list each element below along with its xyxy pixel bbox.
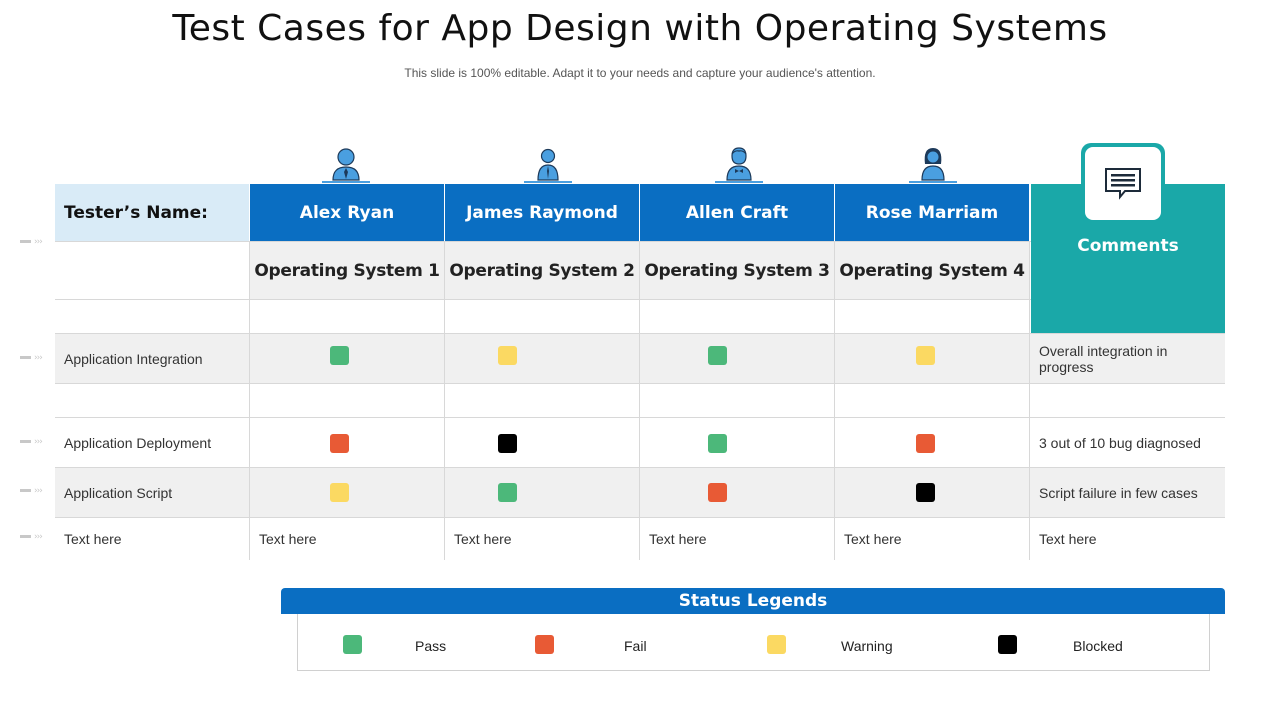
grid-line — [1029, 242, 1030, 560]
comment-integration: Overall integration in progress — [1039, 343, 1168, 375]
os-label: Operating System 2 — [449, 260, 635, 281]
status-legend-title: Status Legends — [281, 588, 1225, 614]
row-arrow-marker: ››› — [20, 532, 43, 542]
legend-label-fail: Fail — [624, 638, 647, 654]
os-row-bg — [250, 242, 1030, 299]
row-label-text: Text here — [64, 531, 122, 547]
comments-label: Comments — [1077, 236, 1179, 256]
status-blocked — [498, 434, 517, 453]
page-title: Test Cases for App Design with Operating… — [172, 8, 1108, 49]
row-label-script: Application Script — [64, 485, 173, 501]
comment-deployment: 3 out of 10 bug diagnosed — [1039, 435, 1201, 451]
legend-label-blocked: Blocked — [1073, 638, 1123, 654]
legend-swatch-blocked — [998, 635, 1017, 654]
status-fail — [330, 434, 349, 453]
os-label: Operating System 1 — [254, 260, 440, 281]
os-label: Operating System 4 — [839, 260, 1025, 281]
row-bg-integration — [55, 334, 1225, 383]
status-fail — [916, 434, 935, 453]
text-cell: Text here — [844, 531, 902, 547]
tester-name-label: Tester’s Name: — [55, 184, 249, 241]
page-subtitle: This slide is 100% editable. Adapt it to… — [404, 66, 876, 80]
grid-line — [55, 299, 1225, 300]
row-arrow-marker: ››› — [20, 237, 43, 247]
grid-line — [55, 241, 1225, 242]
text-cell-comment: Text here — [1039, 531, 1097, 547]
status-fail — [708, 483, 727, 502]
legend-swatch-pass — [343, 635, 362, 654]
grid-line — [249, 242, 250, 560]
os-label: Operating System 3 — [644, 260, 830, 281]
comment-script: Script failure in few cases — [1039, 485, 1198, 501]
tester-james-raymond: James Raymond — [445, 184, 639, 241]
status-blocked — [916, 483, 935, 502]
status-pass — [498, 483, 517, 502]
tester-alex-ryan: Alex Ryan — [250, 184, 444, 241]
grid-line — [55, 333, 1225, 334]
row-arrow-marker: ››› — [20, 437, 43, 447]
grid-line — [55, 517, 1225, 518]
text-cell: Text here — [259, 531, 317, 547]
status-pass — [708, 346, 727, 365]
legend-label-warning: Warning — [841, 638, 893, 654]
tester-rose-marriam: Rose Marriam — [835, 184, 1029, 241]
legend-swatch-fail — [535, 635, 554, 654]
female-user-icon — [908, 146, 958, 184]
grid-line — [55, 417, 1225, 418]
row-arrow-marker: ››› — [20, 486, 43, 496]
status-warning — [916, 346, 935, 365]
male-user-tie-icon — [523, 146, 573, 184]
chat-bubble-icon — [1105, 167, 1141, 200]
status-pass — [708, 434, 727, 453]
row-label-deployment: Application Deployment — [64, 435, 212, 451]
status-pass — [330, 346, 349, 365]
grid-line — [55, 383, 1225, 384]
text-cell: Text here — [649, 531, 707, 547]
tester-allen-craft: Allen Craft — [640, 184, 834, 241]
legend-swatch-warning — [767, 635, 786, 654]
male-user-bowtie-icon — [714, 146, 764, 184]
text-cell: Text here — [454, 531, 512, 547]
status-warning — [498, 346, 517, 365]
grid-line — [55, 467, 1225, 468]
status-warning — [330, 483, 349, 502]
comment-icon-frame — [1081, 143, 1165, 224]
legend-label-pass: Pass — [415, 638, 447, 654]
male-user-icon — [321, 146, 371, 184]
grid-line — [834, 242, 835, 560]
row-label-integration: Application Integration — [64, 351, 203, 367]
grid-line — [639, 242, 640, 560]
row-bg-script — [55, 468, 1225, 517]
grid-line — [444, 242, 445, 560]
row-arrow-marker: ››› — [20, 353, 43, 363]
status-legend-box — [297, 614, 1210, 671]
